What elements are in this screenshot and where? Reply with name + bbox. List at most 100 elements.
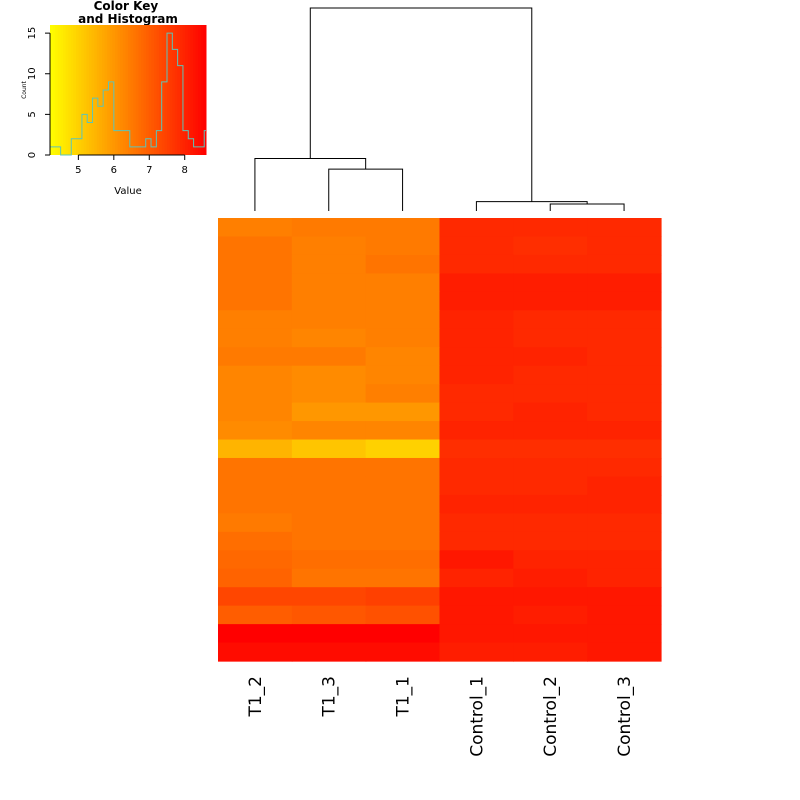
- heatmap-cell: [439, 328, 514, 348]
- heatmap-cell: [513, 457, 588, 478]
- column-label: T1_3: [320, 676, 340, 718]
- heatmap-cell: [587, 624, 662, 644]
- heatmap-cell: [218, 402, 293, 422]
- heatmap-cell: [513, 384, 588, 404]
- heatmap-cell: [439, 624, 514, 644]
- heatmap-cell: [218, 550, 293, 570]
- heatmap-cell: [513, 605, 588, 625]
- color-key-y-tick-label: 0: [27, 152, 38, 158]
- heatmap-cell: [439, 513, 514, 533]
- heatmap-cell: [439, 568, 514, 588]
- color-key-band: [187, 25, 191, 155]
- heatmap-cell: [365, 568, 441, 588]
- heatmap-cell: [291, 476, 367, 496]
- color-key-band: [68, 25, 72, 155]
- color-key-y-tick-label: 5: [27, 111, 38, 117]
- color-key-band: [154, 25, 158, 155]
- heatmap-cell: [513, 421, 588, 441]
- dendrogram-branch: [309, 7, 533, 202]
- heatmap-cell: [291, 550, 367, 570]
- heatmap-cell: [513, 531, 588, 551]
- color-key-band: [94, 25, 98, 155]
- heatmap-cell: [513, 273, 588, 293]
- column-dendrogram: [254, 7, 625, 211]
- color-key-xlabel: Value: [114, 186, 141, 197]
- heatmap-cell: [291, 457, 367, 478]
- heatmap-cell: [513, 642, 588, 662]
- heatmap-cell: [439, 642, 514, 662]
- heatmap-cell: [291, 421, 367, 441]
- heatmap-cell: [291, 291, 367, 311]
- color-key-band: [50, 25, 54, 155]
- heatmap-cell: [218, 494, 293, 514]
- heatmap-cell: [439, 310, 514, 330]
- heatmap-cell: [218, 310, 293, 330]
- color-key-band: [52, 25, 56, 155]
- heatmap-cell: [439, 365, 514, 385]
- color-key-band: [86, 25, 90, 155]
- heatmap-cell: [513, 624, 588, 644]
- heatmap-cell: [365, 347, 441, 367]
- heatmap-cell: [587, 587, 662, 607]
- heatmap-cell: [291, 273, 367, 293]
- heatmap-cell: [365, 273, 441, 293]
- heatmap-cell: [365, 365, 441, 385]
- color-key-band: [200, 25, 204, 155]
- color-key-band: [143, 25, 147, 155]
- heatmap-cell: [218, 439, 293, 459]
- color-key-band: [161, 25, 165, 155]
- heatmap-cell: [291, 624, 367, 644]
- heatmap-cell: [218, 513, 293, 533]
- heatmap-cell: [439, 254, 514, 274]
- color-key-band: [164, 25, 168, 155]
- heatmap-cell: [291, 531, 367, 551]
- color-key-band: [195, 25, 199, 155]
- heatmap-cell: [587, 642, 662, 662]
- dendrogram-branch: [475, 201, 588, 211]
- heatmap-cell: [587, 513, 662, 533]
- heatmap-cell: [587, 494, 662, 514]
- heatmap-cell: [439, 587, 514, 607]
- column-label: T1_1: [394, 676, 414, 718]
- color-key-x-tick-label: 5: [75, 165, 81, 176]
- heatmap-cell: [218, 273, 293, 293]
- color-key-axes: 5 6 7 8 0 5 10 15: [27, 27, 188, 176]
- color-key-band: [167, 25, 171, 155]
- color-key-band: [135, 25, 139, 155]
- color-key-band: [190, 25, 194, 155]
- color-key-band: [203, 25, 207, 155]
- heatmap-cell: [218, 365, 293, 385]
- heatmap-cell: [587, 236, 662, 256]
- color-key-band: [55, 25, 59, 155]
- heatmap-cell: [365, 550, 441, 570]
- heatmap-cell: [291, 642, 367, 662]
- heatmap-cell: [218, 531, 293, 551]
- color-key-x-tick-label: 6: [111, 165, 117, 176]
- heatmap-cell: [218, 236, 293, 256]
- heatmap-cell: [439, 605, 514, 625]
- heatmap-cell: [365, 384, 441, 404]
- heatmap-cell: [513, 291, 588, 311]
- heatmap-cell: [439, 550, 514, 570]
- color-key-band: [169, 25, 173, 155]
- heatmap-cell: [513, 587, 588, 607]
- heatmap-cell: [218, 642, 293, 662]
- heatmap-cell: [365, 531, 441, 551]
- dendrogram-branch: [254, 157, 367, 211]
- heatmap-cell: [587, 328, 662, 348]
- heatmap-cell: [439, 347, 514, 367]
- color-key-band: [81, 25, 85, 155]
- color-key-band: [115, 25, 119, 155]
- heatmap-cell: [365, 291, 441, 311]
- color-key-band: [141, 25, 145, 155]
- heatmap-cell: [587, 457, 662, 478]
- heatmap-cell: [439, 494, 514, 514]
- heatmap-cell: [291, 254, 367, 274]
- heatmap-cell: [291, 605, 367, 625]
- color-key-band: [148, 25, 152, 155]
- column-label: T1_2: [246, 676, 266, 718]
- color-key-band: [120, 25, 124, 155]
- heatmap-cell: [365, 476, 441, 496]
- heatmap-cell: [513, 568, 588, 588]
- color-key-band: [130, 25, 134, 155]
